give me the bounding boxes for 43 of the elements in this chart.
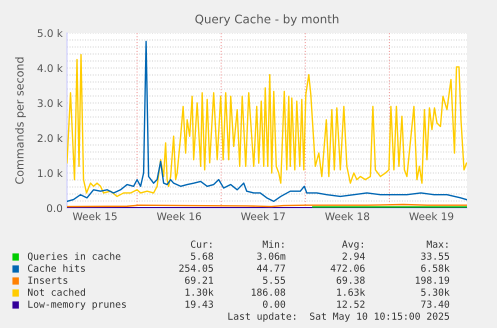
- legend-label: Not cached: [28, 288, 85, 296]
- x-tick-label: Week 16: [156, 212, 202, 220]
- y-tick-label: 3.0 k: [38, 99, 63, 108]
- text: 6.58k: [421, 264, 450, 272]
- text: 33.55: [421, 252, 450, 260]
- x-tick-label: Week 19: [409, 212, 454, 220]
- text: Max:: [426, 240, 448, 248]
- text: 69.38: [336, 276, 365, 284]
- x-tick-label: Week 17: [241, 212, 285, 220]
- x-tick-label: Week 15: [72, 212, 117, 220]
- text: 5.55: [263, 276, 285, 284]
- y-tick-label: 0.0: [46, 204, 62, 212]
- text: 3.06m: [257, 252, 286, 260]
- text: Min:: [262, 240, 284, 248]
- text: 44.77: [256, 264, 286, 272]
- text: 186.08: [252, 288, 286, 296]
- y-tick-label: 4.0 k: [37, 64, 63, 72]
- chart-title: Query Cache - by month: [195, 14, 338, 26]
- text: 5.30k: [421, 288, 450, 296]
- x-tick-label: Week 18: [325, 212, 370, 220]
- text: 1.30k: [186, 288, 214, 296]
- text: 0.00: [262, 300, 286, 308]
- text: 73.40: [421, 300, 450, 308]
- text: 1.63k: [337, 288, 366, 296]
- text: 5.68: [190, 252, 214, 260]
- text: 12.52: [337, 300, 364, 308]
- y-tick-label: 5.0 k: [38, 29, 63, 38]
- text: Last update: Sat May 10 10:15:00 2025: [228, 312, 450, 322]
- legend-label: Low-memory prunes: [28, 300, 126, 310]
- text: Cur:: [190, 240, 212, 248]
- text: 198.19: [416, 276, 450, 284]
- y-tick-label: 1.0 k: [38, 169, 63, 178]
- y-tick-label: 2.0 k: [38, 134, 63, 142]
- text: 19.43: [186, 300, 213, 308]
- text: Avg:: [342, 240, 363, 250]
- y-axis-title: Commands per second: [15, 57, 26, 184]
- legend-label: Queries in cache: [28, 252, 120, 261]
- text: 2.94: [342, 252, 365, 260]
- text: 69.21: [185, 276, 214, 284]
- text: 254.05: [179, 264, 213, 272]
- legend-label: Cache hits: [28, 264, 85, 272]
- legend-label: Inserts: [28, 276, 68, 284]
- text: 472.06: [330, 264, 365, 272]
